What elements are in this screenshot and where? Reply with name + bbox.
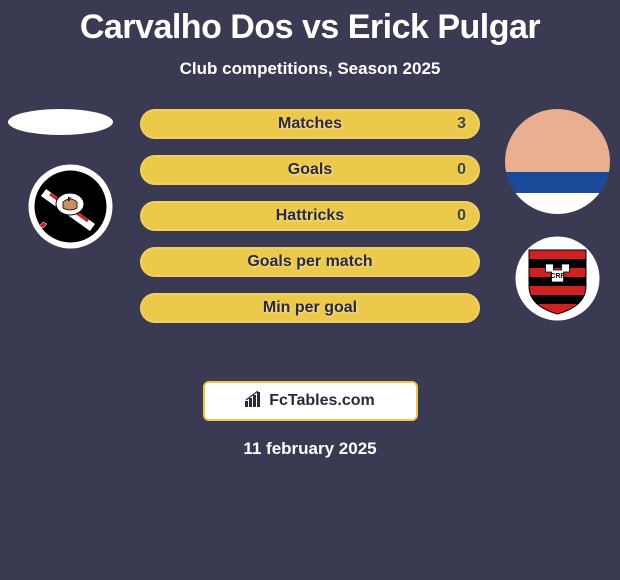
- stat-value: 0: [457, 207, 466, 225]
- stat-label: Hattricks: [276, 207, 344, 225]
- stat-row-gpm: Goals per match: [140, 247, 480, 277]
- bar-chart-icon: [245, 391, 263, 412]
- date-label: 11 february 2025: [0, 439, 620, 459]
- club-left-badge: [28, 164, 113, 249]
- player-left-avatar: [8, 109, 113, 135]
- stat-label: Goals per match: [247, 253, 372, 271]
- brand-text: FcTables.com: [269, 392, 375, 410]
- stat-value: 0: [457, 161, 466, 179]
- vasco-badge-icon: [28, 164, 113, 249]
- flamengo-badge-icon: CRF: [515, 236, 600, 321]
- stat-label: Goals: [288, 161, 332, 179]
- brand-badge[interactable]: FcTables.com: [203, 381, 418, 421]
- stat-label: Matches: [278, 115, 342, 133]
- stats-bars: Matches 3 Goals 0 Hattricks 0 Goals per …: [140, 109, 480, 339]
- stat-row-goals: Goals 0: [140, 155, 480, 185]
- stat-row-mpg: Min per goal: [140, 293, 480, 323]
- competition-subtitle: Club competitions, Season 2025: [0, 59, 620, 79]
- stat-value: 3: [457, 115, 466, 133]
- stat-row-hattricks: Hattricks 0: [140, 201, 480, 231]
- stat-row-matches: Matches 3: [140, 109, 480, 139]
- content-area: CRF Matches 3 Goals 0 Hattricks 0 Goals …: [0, 109, 620, 359]
- player-right-avatar: [505, 109, 610, 214]
- club-right-badge: CRF: [515, 236, 600, 321]
- comparison-card: Carvalho Dos vs Erick Pulgar Club compet…: [0, 0, 620, 580]
- stat-label: Min per goal: [263, 299, 357, 317]
- svg-text:CRF: CRF: [550, 273, 565, 280]
- page-title: Carvalho Dos vs Erick Pulgar: [0, 0, 620, 47]
